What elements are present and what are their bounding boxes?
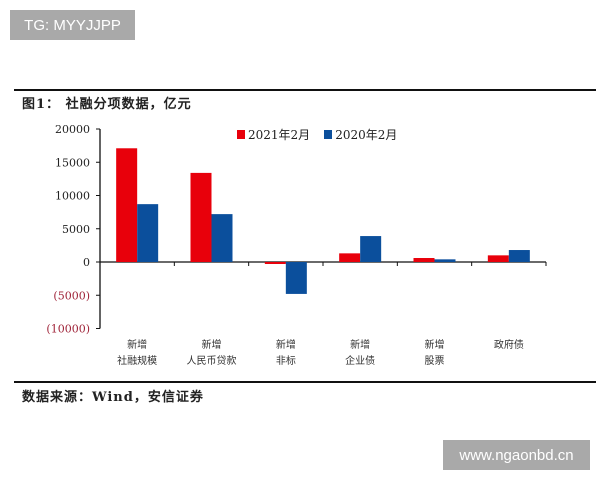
bar-2021 <box>116 148 138 262</box>
legend-swatch-red <box>237 130 245 139</box>
legend-swatch-blue <box>324 130 333 139</box>
bar-2021 <box>413 258 435 262</box>
chart-legend: 2021年2月 2020年2月 <box>237 126 397 143</box>
bar-2020 <box>508 250 530 262</box>
x-category-label: 新增 <box>276 338 296 351</box>
bar-2020 <box>434 259 456 262</box>
watermark-bottom: www.ngaonbd.cn <box>443 440 590 470</box>
top-rule <box>14 89 596 91</box>
y-tick-label: 5000 <box>62 223 90 236</box>
bar-2020 <box>137 204 159 262</box>
x-category-label: 新增 <box>127 338 147 351</box>
x-category-label: 企业债 <box>345 354 375 367</box>
bar-2020 <box>285 262 307 294</box>
x-category-label: 非标 <box>276 355 296 367</box>
x-category-label: 人民币贷款 <box>187 354 237 367</box>
x-category-label: 社融规模 <box>117 354 157 367</box>
bar-2020 <box>360 236 382 262</box>
x-category-label: 新增 <box>425 338 445 351</box>
legend-label: 2020年2月 <box>335 128 398 142</box>
bar-2020 <box>211 214 233 262</box>
bar-2021 <box>190 172 212 262</box>
x-category-label: 股票 <box>425 355 445 367</box>
legend-label: 2021年2月 <box>248 128 311 142</box>
x-category-label: 政府债 <box>494 338 524 351</box>
bar-2021 <box>264 262 286 264</box>
figure-title: 图1： 社融分项数据，亿元 <box>22 97 192 112</box>
bottom-rule <box>14 381 596 383</box>
bar-2021 <box>487 255 509 262</box>
x-category-label: 新增 <box>350 338 370 351</box>
y-tick-label: (5000) <box>53 289 90 302</box>
x-category-label: 新增 <box>202 338 222 351</box>
bar-2021 <box>339 253 361 262</box>
watermark-top: TG: MYYJJPP <box>10 10 135 40</box>
y-tick-label: (10000) <box>46 323 90 336</box>
legend-item-2021: 2021年2月 <box>237 126 310 143</box>
source-note: 数据来源：Wind，安信证券 <box>22 390 204 405</box>
y-tick-label: 0 <box>83 256 90 269</box>
y-tick-label: 15000 <box>55 156 90 169</box>
y-tick-label: 10000 <box>55 190 90 203</box>
legend-item-2020: 2020年2月 <box>324 126 397 143</box>
y-tick-label: 20000 <box>55 123 90 136</box>
